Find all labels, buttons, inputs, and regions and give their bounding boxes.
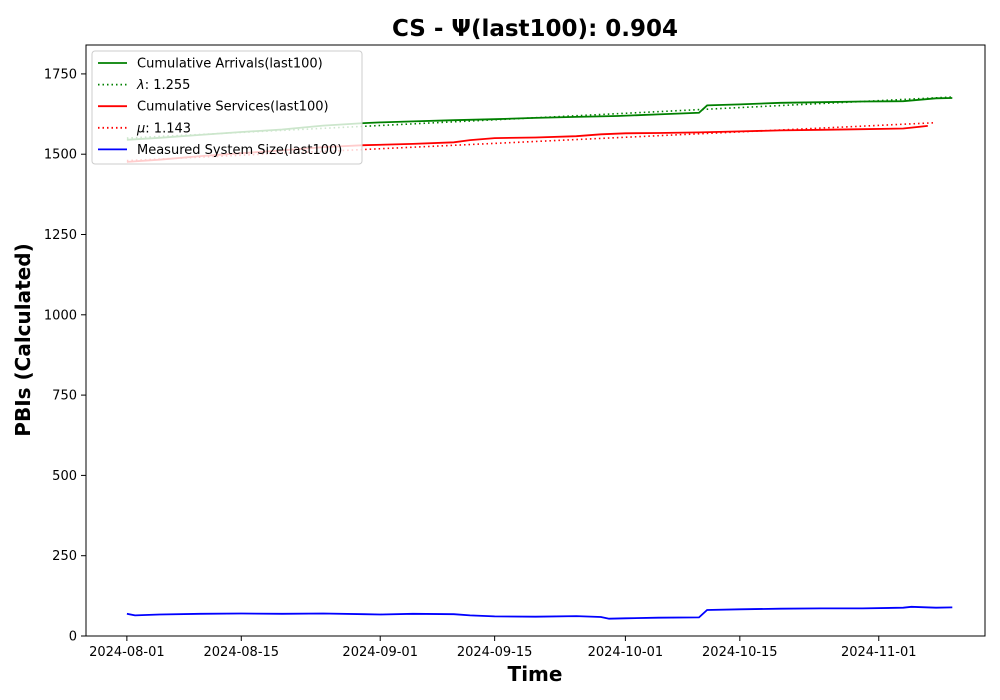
plot-frame <box>85 44 986 637</box>
x-axis-label: Time <box>508 662 563 686</box>
y-axis: 0 250 500 750 1000 1250 1500 1750 <box>44 67 86 645</box>
x-tick-label: 2024-08-15 <box>204 645 280 660</box>
x-tick-label: 2024-09-01 <box>342 645 418 660</box>
legend-label-3: μ: 1.143 <box>136 121 191 136</box>
legend-value: : 1.255 <box>145 78 191 93</box>
plot-area <box>85 44 986 637</box>
y-tick-label: 1000 <box>44 308 77 323</box>
x-tick-label: 2024-10-15 <box>702 645 778 660</box>
legend-box <box>91 50 363 165</box>
legend-label-1: λ: 1.255 <box>136 78 190 93</box>
series-line-1 <box>126 96 953 139</box>
chart-title: CS - Ψ(last100): 0.904 <box>392 16 678 42</box>
legend-label-4: Measured System Size(last100) <box>137 143 342 158</box>
x-axis: 2024-08-01 2024-08-15 2024-09-01 2024-09-15… <box>89 636 917 660</box>
legend-label-2: Cumulative Services(last100) <box>137 100 329 115</box>
x-tick-label: 2024-08-01 <box>89 645 165 660</box>
series-line-4 <box>126 605 953 620</box>
y-tick-label: 1500 <box>44 148 77 163</box>
y-tick-label: 0 <box>69 630 77 645</box>
legend-symbol: μ <box>136 121 145 136</box>
x-tick-label: 2024-09-15 <box>457 645 533 660</box>
y-tick-label: 1750 <box>44 67 77 82</box>
legend-symbol: λ <box>136 78 145 93</box>
y-axis-label: PBIs (Calculated) <box>11 243 35 436</box>
legend-value: : 1.143 <box>145 121 191 136</box>
x-tick-label: 2024-11-01 <box>841 645 917 660</box>
legend: Cumulative Arrivals(last100) λ: 1.255 Cumu… <box>91 50 363 165</box>
y-tick-label: 750 <box>52 389 77 404</box>
y-tick-label: 500 <box>52 469 77 484</box>
legend-label-0: Cumulative Arrivals(last100) <box>137 57 323 72</box>
series-layer <box>126 96 953 620</box>
x-tick-label: 2024-10-01 <box>588 645 664 660</box>
y-tick-label: 250 <box>52 549 77 564</box>
y-tick-label: 1250 <box>44 228 77 243</box>
